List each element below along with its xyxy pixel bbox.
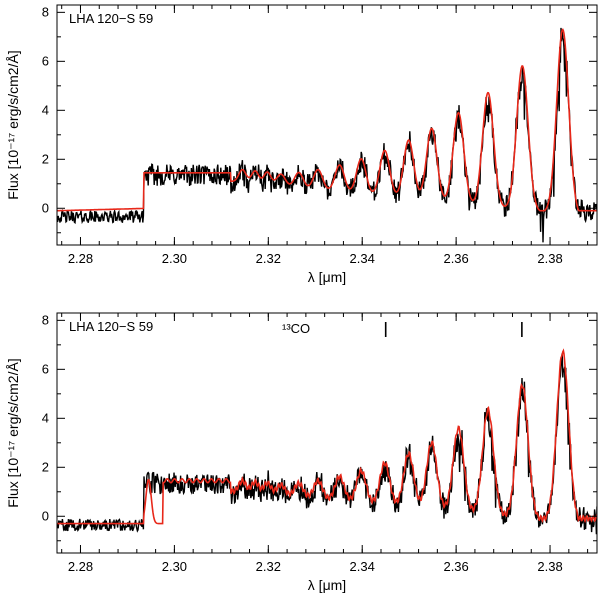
y-tick-label: 6 bbox=[42, 361, 49, 376]
isotope-annotation: ¹³CO bbox=[282, 321, 310, 336]
x-tick-label: 2.28 bbox=[68, 251, 93, 266]
x-tick-label: 2.36 bbox=[443, 559, 468, 574]
x-tick-label: 2.38 bbox=[537, 559, 562, 574]
y-tick-label: 0 bbox=[42, 508, 49, 523]
x-axis-title: λ [μm] bbox=[308, 577, 346, 593]
y-tick-label: 2 bbox=[42, 151, 49, 166]
panel-label: LHA 120−S 59 bbox=[69, 319, 153, 334]
y-tick-label: 2 bbox=[42, 459, 49, 474]
model-spectrum-line bbox=[57, 348, 597, 525]
y-tick-label: 4 bbox=[42, 410, 49, 425]
x-axis-title: λ [μm] bbox=[308, 269, 346, 285]
model-spectrum-line bbox=[57, 28, 597, 212]
y-tick-label: 6 bbox=[42, 53, 49, 68]
y-tick-label: 4 bbox=[42, 102, 49, 117]
x-tick-label: 2.32 bbox=[256, 559, 281, 574]
y-tick-label: 0 bbox=[42, 200, 49, 215]
plot-frame bbox=[56, 4, 598, 246]
x-tick-label: 2.30 bbox=[162, 251, 187, 266]
y-tick-label: 8 bbox=[42, 312, 49, 327]
y-tick-label: 8 bbox=[42, 4, 49, 19]
x-tick-label: 2.36 bbox=[443, 251, 468, 266]
x-tick-label: 2.32 bbox=[256, 251, 281, 266]
observed-spectrum-line bbox=[57, 27, 597, 243]
top-panel: 2.28 2.30 2.32 2.34 2.36 2.38 0 2 4 6 8 λ [μm] Flux … bbox=[5, 4, 598, 285]
y-axis-title: Flux [10⁻¹⁷ erg/s/cm2/Å] bbox=[5, 50, 21, 199]
x-tick-label: 2.30 bbox=[162, 559, 187, 574]
bottom-panel: 2.28 2.30 2.32 2.34 2.36 2.38 0 2 4 6 8 λ [μm] Flux … bbox=[5, 312, 598, 593]
x-tick-label: 2.28 bbox=[68, 559, 93, 574]
plot-frame bbox=[56, 312, 598, 554]
observed-spectrum-line bbox=[57, 353, 597, 535]
panel-label: LHA 120−S 59 bbox=[69, 11, 153, 26]
x-tick-label: 2.38 bbox=[537, 251, 562, 266]
x-tick-label: 2.34 bbox=[350, 559, 375, 574]
x-tick-label: 2.34 bbox=[350, 251, 375, 266]
y-axis-title: Flux [10⁻¹⁷ erg/s/cm2/Å] bbox=[5, 358, 21, 507]
